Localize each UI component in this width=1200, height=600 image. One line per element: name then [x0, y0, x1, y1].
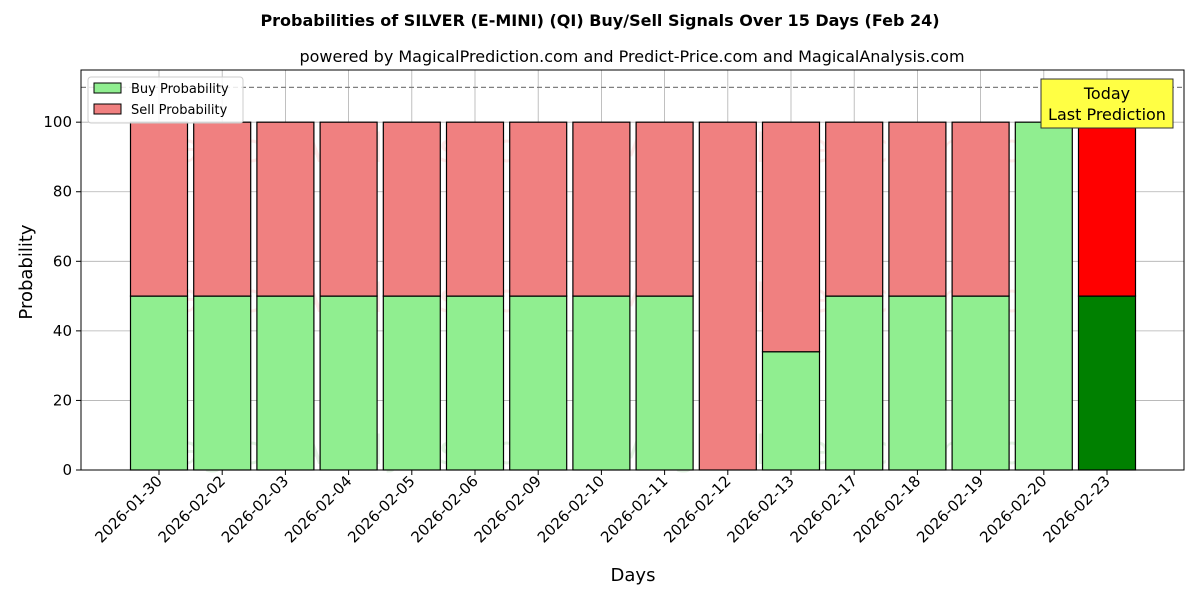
x-tick-label: 2026-02-19: [913, 472, 987, 546]
annotation-text: Last Prediction: [1048, 105, 1166, 124]
y-tick-label: 40: [53, 322, 72, 340]
x-tick-label: 2026-02-18: [850, 472, 924, 546]
buy-bar: [825, 295, 884, 471]
sell-bar: [825, 121, 884, 297]
sell-bar: [193, 121, 252, 297]
x-tick-label: 2026-02-10: [534, 472, 608, 546]
legend-box: [87, 76, 244, 124]
legend-swatch: [93, 103, 122, 115]
chart-subtitle: powered by MagicalPrediction.com and Pre…: [299, 47, 964, 66]
x-axis-label: Days: [611, 565, 656, 586]
buy-bar: [1014, 121, 1073, 471]
chart-title: Probabilities of SILVER (E-MINI) (QI) Bu…: [260, 11, 939, 30]
buy-bar: [761, 351, 821, 471]
sell-bar: [1077, 121, 1137, 297]
y-axis-label: Probability: [16, 224, 37, 319]
x-tick-label: 2026-02-04: [281, 472, 355, 546]
buy-bar: [951, 295, 1010, 471]
y-tick-label: 80: [53, 183, 72, 201]
sell-bar: [888, 121, 947, 297]
buy-bar: [193, 295, 252, 471]
buy-bar: [1077, 295, 1137, 471]
y-tick-label: 20: [53, 391, 72, 409]
sell-bar: [129, 121, 189, 297]
buy-bar: [319, 295, 378, 471]
buy-bar: [888, 295, 947, 471]
x-tick-label: 2026-01-30: [91, 472, 165, 546]
x-tick-label: 2026-02-09: [471, 472, 545, 546]
legend-label: Buy Probability: [131, 82, 229, 97]
sell-bar: [445, 121, 505, 297]
sell-bar: [635, 121, 694, 297]
sell-bar: [572, 121, 631, 297]
sell-bar: [951, 121, 1010, 297]
legend-label: Sell Probability: [131, 103, 228, 118]
annotation-box: [1040, 78, 1174, 129]
y-axis-ticks: 0 20 40 60 80 100: [43, 113, 81, 479]
buy-bar: [445, 295, 505, 471]
buy-bar: [509, 295, 568, 471]
plot-frame: [80, 69, 1185, 471]
x-tick-label: 2026-02-11: [597, 472, 671, 546]
x-tick-label: 2026-02-02: [155, 472, 229, 546]
sell-bar: [509, 121, 568, 297]
x-tick-label: 2026-02-20: [976, 472, 1050, 546]
x-tick-label: 2026-02-17: [787, 472, 861, 546]
x-tick-label: 2026-02-23: [1039, 472, 1113, 546]
sell-bar: [256, 121, 315, 297]
x-axis-ticks: 2026-01-302026-02-022026-02-032026-02-04…: [91, 470, 1114, 546]
y-tick-label: 60: [53, 252, 72, 270]
x-tick-label: 2026-02-03: [218, 472, 292, 546]
sell-bar: [698, 121, 757, 471]
x-tick-label: 2026-02-13: [723, 472, 797, 546]
today-annotation: Today Last Prediction: [1040, 78, 1174, 129]
buy-bar: [635, 295, 694, 471]
x-tick-label: 2026-02-12: [660, 472, 734, 546]
buy-bar: [129, 295, 189, 471]
legend-swatch: [93, 82, 122, 94]
sell-bar: [761, 121, 821, 353]
bars: [129, 121, 1137, 471]
sell-bar: [382, 121, 441, 297]
y-tick-label: 100: [43, 113, 72, 131]
x-tick-label: 2026-02-06: [407, 472, 481, 546]
y-tick-label: 0: [62, 461, 72, 479]
buy-bar: [256, 295, 315, 471]
legend: Buy Probability Sell Probability: [87, 76, 244, 124]
x-tick-label: 2026-02-05: [344, 472, 418, 546]
annotation-text: Today: [1083, 84, 1130, 103]
buy-bar: [382, 295, 441, 471]
sell-bar: [319, 121, 378, 297]
buy-bar: [572, 295, 631, 471]
